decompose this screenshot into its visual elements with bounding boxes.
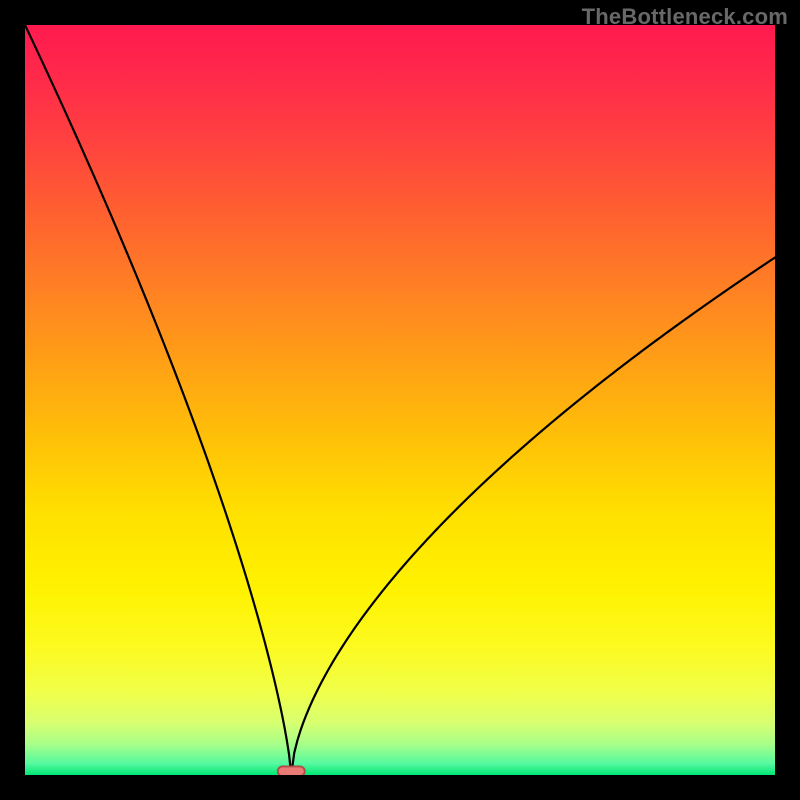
plot-area <box>25 25 775 775</box>
minimum-marker <box>278 766 305 775</box>
gradient-background <box>25 25 775 775</box>
chart-svg <box>25 25 775 775</box>
chart-container: TheBottleneck.com <box>0 0 800 800</box>
